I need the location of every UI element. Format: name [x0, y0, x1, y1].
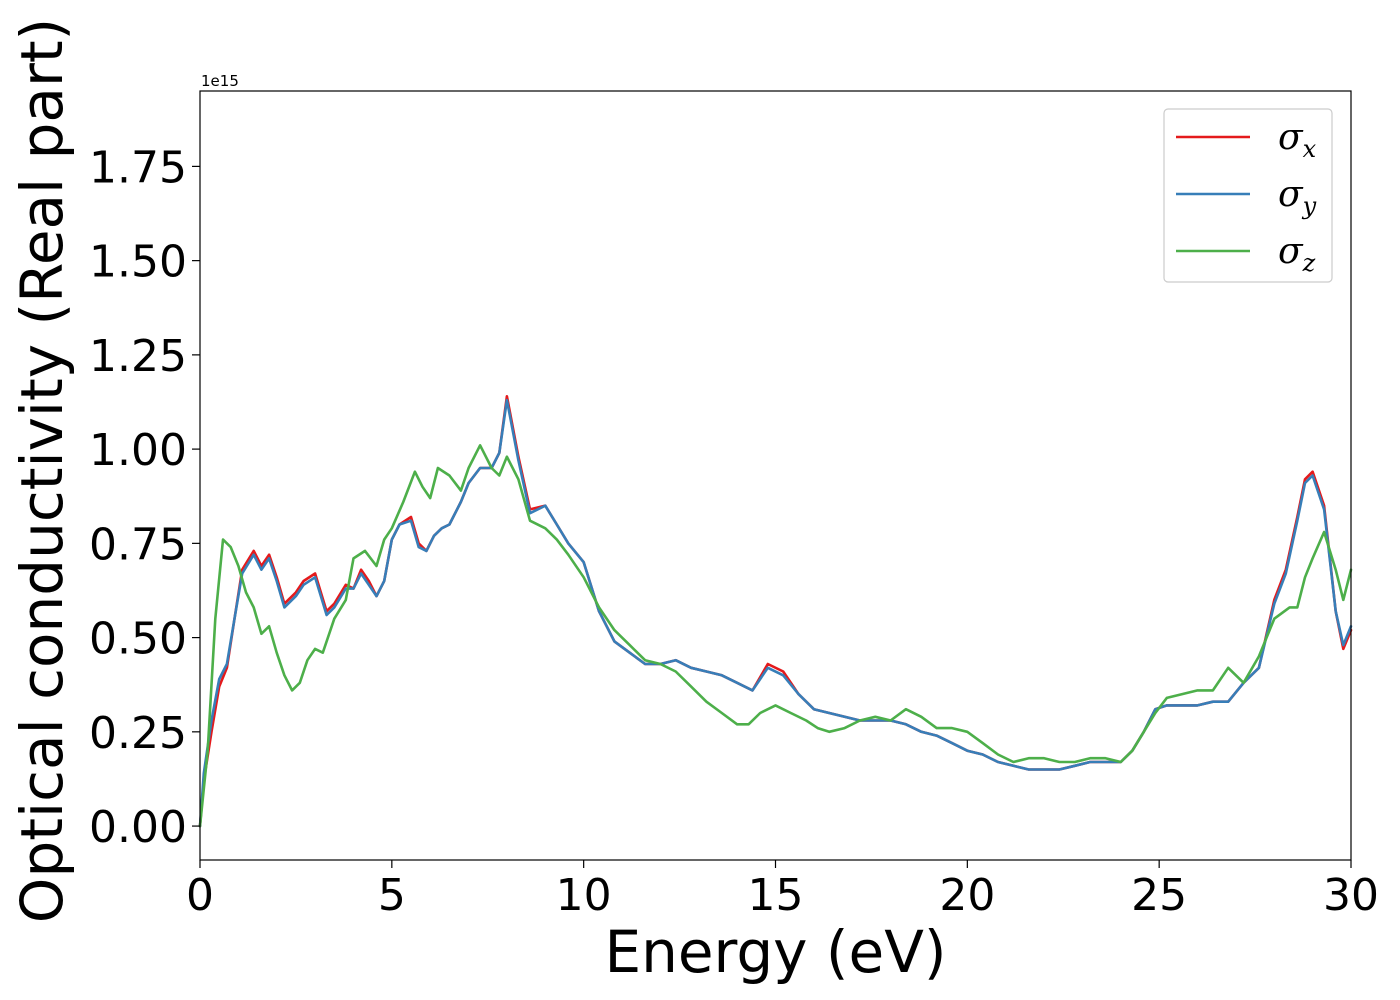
- legend-symbol: σ: [1278, 231, 1304, 272]
- legend-label-y: σy: [1278, 174, 1317, 220]
- legend-subscript: y: [1302, 192, 1317, 220]
- x-tick-label: 5: [378, 870, 406, 921]
- x-axis: 0 5 10 15 20 25 30: [186, 860, 1379, 921]
- y-tick-label: 0.00: [89, 802, 187, 853]
- y-tick-label: 0.50: [89, 614, 187, 665]
- series-line-z: [198, 443, 1353, 828]
- x-tick-label: 25: [1131, 870, 1187, 921]
- y-tick-label: 0.25: [89, 708, 187, 759]
- y-tick-label: 1.50: [89, 237, 187, 288]
- y-axis-label: Optical conductivity (Real part): [8, 18, 76, 923]
- legend-box: [1163, 108, 1333, 283]
- y-tick-label: 1.75: [89, 142, 187, 193]
- x-axis-label: Energy (eV): [604, 918, 946, 986]
- legend-label-z: σz: [1278, 231, 1316, 277]
- y-offset-label: 1e15: [201, 72, 239, 90]
- series-layer: [198, 394, 1353, 828]
- x-tick-label: 30: [1323, 870, 1379, 921]
- y-axis: 0.00 0.25 0.50 0.75 1.00 1.25 1.50 1.75: [89, 142, 200, 853]
- legend-label-x: σx: [1278, 117, 1317, 163]
- legend-symbol: σ: [1278, 174, 1304, 215]
- x-tick-label: 15: [748, 870, 804, 921]
- x-tick-label: 20: [939, 870, 995, 921]
- legend-symbol: σ: [1278, 117, 1304, 158]
- series-line-y: [198, 398, 1353, 828]
- legend-subscript: z: [1302, 249, 1316, 277]
- x-tick-label: 10: [556, 870, 612, 921]
- y-tick-label: 1.00: [89, 425, 187, 476]
- y-tick-label: 0.75: [89, 519, 187, 570]
- y-tick-label: 1.25: [89, 331, 187, 382]
- legend-subscript: x: [1303, 135, 1317, 163]
- x-tick-label: 0: [186, 870, 214, 921]
